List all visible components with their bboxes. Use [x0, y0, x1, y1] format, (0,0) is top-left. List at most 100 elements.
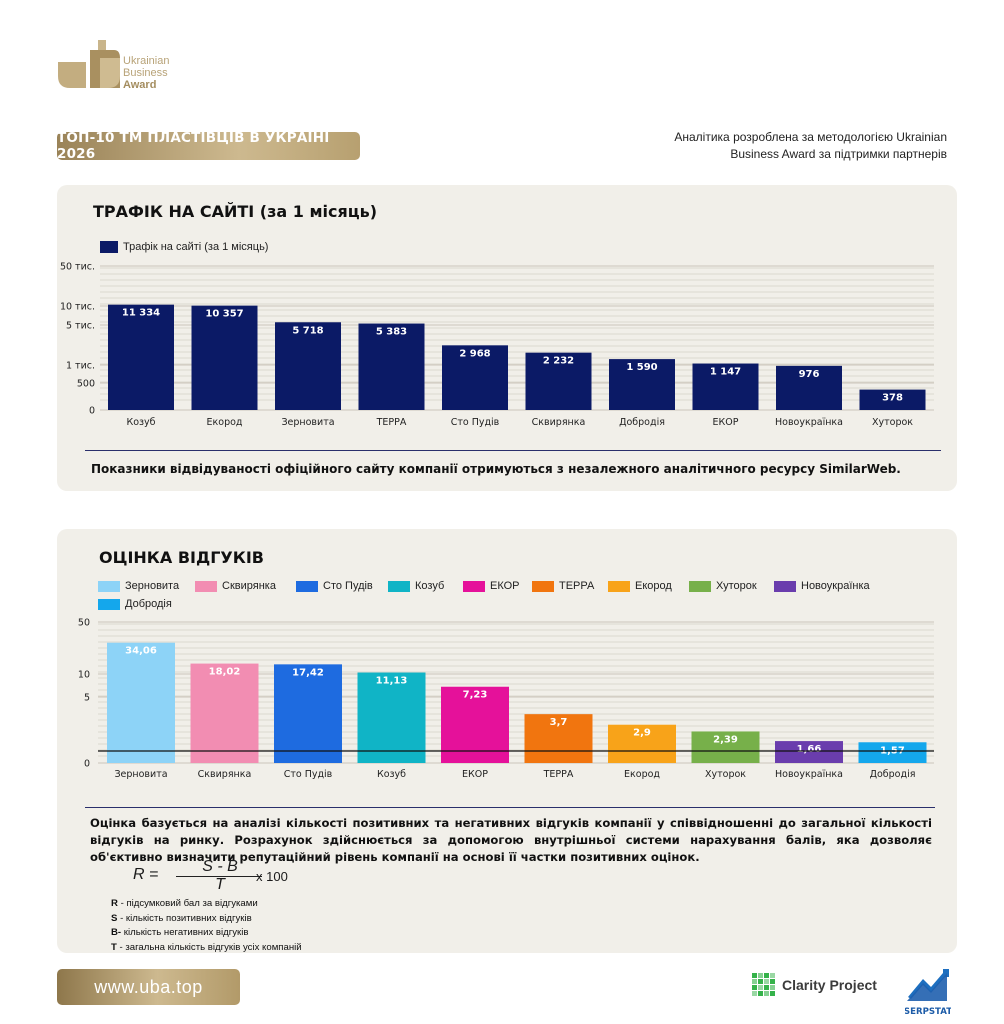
- uba-logo: Ukrainian Business Award: [56, 36, 186, 92]
- traffic-y-tick-label: 0: [89, 406, 95, 417]
- traffic-bar-value: 976: [799, 369, 820, 380]
- reviews-bar: [858, 742, 927, 763]
- page-title-badge: ТОП-10 ТМ ПЛАСТІВЦІВ В УКРАЇНІ 2026: [57, 130, 360, 162]
- serpstat-label: SERPSTAT: [905, 1007, 951, 1017]
- traffic-x-tick-label: Екород: [207, 417, 243, 428]
- traffic-y-tick-label: 50 тис.: [60, 262, 95, 273]
- traffic-bar-value: 1 147: [710, 367, 741, 378]
- reviews-legend-swatch: [608, 580, 630, 592]
- reviews-title: ОЦІНКА ВІДГУКІВ: [99, 548, 264, 567]
- website-link[interactable]: www.uba.top: [57, 969, 240, 1005]
- traffic-bar-value: 5 383: [376, 327, 407, 338]
- reviews-bar-value: 1,66: [797, 744, 822, 755]
- header-note: Аналітика розроблена за методологією Ukr…: [627, 129, 947, 163]
- uba-logo-mark: [58, 40, 120, 88]
- traffic-y-tick-label: 1 тис.: [66, 361, 95, 372]
- reviews-x-tick-label: Козуб: [377, 769, 406, 780]
- reviews-bar: [190, 663, 259, 763]
- traffic-x-tick-label: Новоукраїнка: [775, 417, 843, 428]
- formula-legend-text: - загальна кількість відгуків усіх компа…: [116, 941, 302, 953]
- clarity-project-label: Clarity Project: [782, 977, 877, 993]
- formula-denominator: T: [215, 876, 225, 893]
- traffic-x-tick-label: Козуб: [126, 417, 155, 428]
- formula-legend-key: B-: [111, 927, 122, 938]
- traffic-bar-value: 11 334: [122, 308, 160, 319]
- reviews-legend-label: Екород: [635, 580, 672, 592]
- reviews-bar: [441, 686, 509, 763]
- traffic-bar: [692, 363, 759, 410]
- reviews-bar-value: 2,9: [633, 728, 651, 739]
- traffic-chart: 0 500 1 тис. 5 тис. 10 тис. 50 тис. 11 334 Козу…: [60, 262, 934, 428]
- reviews-bar-value: 18,02: [209, 667, 241, 678]
- traffic-bar: [776, 365, 842, 410]
- reviews-legend-item: Новоукраїнка: [774, 580, 870, 592]
- formula-legend-text: - кількість позитивних відгуків: [117, 912, 252, 924]
- reviews-legend-item: Козуб: [388, 580, 444, 592]
- reviews-legend-label: ТЕРРА: [559, 580, 595, 592]
- traffic-y-tick-label: 500: [77, 379, 95, 390]
- reviews-method-text: Оцінка базується на аналізі кількості по…: [90, 816, 932, 864]
- formula-numerator: S - B: [202, 858, 238, 875]
- logo-line1: Ukrainian: [123, 55, 170, 67]
- reviews-y-tick-label: 5: [84, 693, 90, 704]
- reviews-bar: [775, 741, 843, 763]
- traffic-note: Показники відвідуваності офіційного сайт…: [91, 462, 901, 476]
- reviews-bar-value: 17,42: [292, 667, 324, 678]
- reviews-bar: [274, 664, 342, 763]
- traffic-y-tick-label: 10 тис.: [60, 302, 95, 313]
- reviews-legend-item: ЕКОР: [463, 580, 520, 592]
- traffic-legend-label: Трафік на сайті (за 1 місяць): [123, 241, 269, 253]
- reviews-bar-value: 2,39: [713, 734, 738, 745]
- serpstat-logo: SERPSTAT: [905, 969, 951, 1017]
- reviews-formula: R = S - B T x 100: [130, 858, 330, 896]
- formula-multiplier: x 100: [256, 869, 288, 884]
- traffic-legend: Трафік на сайті (за 1 місяць): [100, 241, 268, 253]
- traffic-x-tick-label: Добродія: [619, 417, 665, 428]
- reviews-bar-value: 3,7: [550, 717, 568, 728]
- reviews-x-tick-label: ТЕРРА: [543, 769, 574, 780]
- formula-lhs: R =: [133, 866, 159, 883]
- reviews-legend-swatch: [689, 580, 711, 592]
- traffic-bar: [859, 389, 926, 410]
- reviews-legend-label: Сквирянка: [222, 580, 276, 592]
- reviews-legend-label: ЕКОР: [490, 580, 520, 592]
- header-note-line1: Аналітика розроблена за методологією Ukr…: [674, 130, 947, 144]
- reviews-legend-item: Екород: [608, 580, 672, 592]
- reviews-legend-item: Зерновита: [98, 580, 179, 592]
- traffic-x-tick-label: Хуторок: [872, 417, 913, 428]
- formula-legend-key: S: [111, 912, 118, 924]
- logo-line3: Award: [123, 79, 157, 91]
- reviews-legend-swatch: [195, 580, 217, 592]
- reviews-x-tick-label: Сто Пудів: [284, 769, 333, 780]
- reviews-legend-swatch: [98, 580, 120, 592]
- traffic-bar: [108, 304, 174, 410]
- traffic-bar-value: 5 718: [292, 325, 323, 336]
- reviews-x-tick-label: Сквирянка: [198, 769, 252, 780]
- traffic-bar: [358, 323, 425, 410]
- clarity-grid-icon: [752, 973, 775, 996]
- formula-legend-key: R: [111, 898, 118, 909]
- reviews-bar: [107, 642, 175, 763]
- reviews-legend-swatch: [296, 580, 318, 592]
- formula-legend: R - підсумковий бал за відгуками S - кіл…: [111, 897, 302, 955]
- traffic-bar: [525, 352, 592, 410]
- traffic-bar: [191, 305, 258, 410]
- reviews-legend-swatch: [532, 580, 554, 592]
- reviews-legend-swatch: [463, 580, 485, 592]
- reviews-x-tick-label: Добродія: [870, 769, 916, 780]
- reviews-x-tick-label: ЕКОР: [462, 769, 488, 780]
- traffic-y-tick-label: 5 тис.: [66, 321, 95, 332]
- logo-line2: Business: [123, 67, 168, 79]
- reviews-legend-swatch: [98, 598, 120, 610]
- reviews-legend-label: Хуторок: [716, 580, 757, 592]
- traffic-x-tick-label: ЕКОР: [713, 417, 739, 428]
- formula-legend-key: T: [111, 941, 117, 953]
- formula-legend-line: R - підсумковий бал за відгуками: [111, 897, 302, 912]
- formula-fraction-bar: [176, 876, 262, 877]
- formula-legend-text: - підсумковий бал за відгуками: [117, 898, 258, 909]
- reviews-legend-item: Сквирянка: [195, 580, 276, 592]
- reviews-x-tick-label: Екород: [624, 769, 660, 780]
- traffic-title: ТРАФІК НА САЙТІ (за 1 місяць): [93, 202, 378, 221]
- traffic-legend-swatch: [100, 241, 118, 253]
- reviews-legend-label: Добродія: [125, 598, 172, 610]
